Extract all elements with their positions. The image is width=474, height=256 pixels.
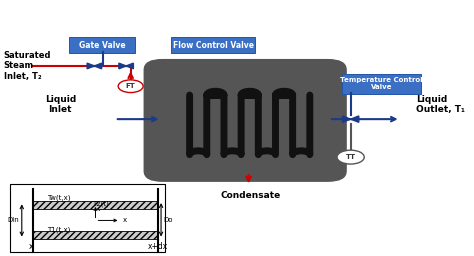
Text: Flow Control Valve: Flow Control Valve [173, 40, 254, 50]
FancyBboxPatch shape [172, 37, 255, 53]
Text: x: x [123, 217, 127, 223]
Bar [33, 201, 158, 209]
FancyBboxPatch shape [342, 73, 421, 94]
Text: Tw(t,x): Tw(t,x) [47, 194, 70, 201]
FancyBboxPatch shape [144, 60, 346, 181]
Text: Liquid
Outlet, T₁: Liquid Outlet, T₁ [416, 95, 465, 114]
Text: Liquid
Inlet: Liquid Inlet [45, 95, 76, 114]
Polygon shape [126, 63, 133, 69]
Text: x: x [28, 242, 33, 251]
Polygon shape [94, 63, 101, 69]
FancyBboxPatch shape [69, 37, 135, 53]
Text: T2(t): T2(t) [92, 201, 109, 207]
Text: Temperature Control
Valve: Temperature Control Valve [340, 77, 422, 90]
Text: Din: Din [8, 217, 19, 223]
Bar [33, 231, 158, 239]
Text: TT: TT [346, 154, 356, 160]
Polygon shape [351, 116, 359, 122]
Ellipse shape [337, 150, 364, 164]
Text: y: y [98, 205, 102, 211]
Polygon shape [343, 116, 351, 122]
Text: x+dx: x+dx [148, 242, 168, 251]
Text: Condensate: Condensate [221, 191, 281, 200]
Text: FT: FT [126, 83, 136, 89]
Text: Saturated
Steam
Inlet, T₂: Saturated Steam Inlet, T₂ [4, 51, 51, 81]
Polygon shape [119, 63, 126, 69]
Bar [10, 184, 164, 252]
Ellipse shape [118, 80, 143, 93]
Text: T1(t,x): T1(t,x) [47, 226, 70, 232]
Text: Do: Do [164, 217, 173, 223]
Polygon shape [87, 63, 94, 69]
Text: Gate Valve: Gate Valve [79, 40, 126, 50]
